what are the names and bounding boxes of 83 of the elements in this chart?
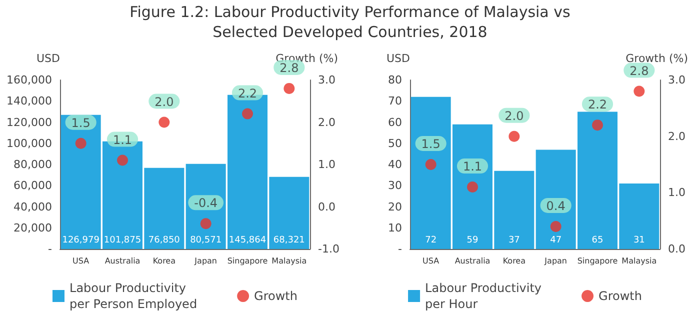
data-label: 1.1 <box>462 160 482 174</box>
y-tick-label: 70 <box>388 94 402 108</box>
data-label: 126,979 <box>62 236 100 246</box>
data-label: 76,850 <box>148 236 180 246</box>
x-tick-label: USA <box>72 256 90 266</box>
y-tick-label: 60 <box>388 116 402 129</box>
y-tick-label: 140,000 <box>6 94 52 108</box>
x-tick-label: Australia <box>454 256 490 266</box>
data-label: 68,321 <box>273 236 305 246</box>
x-tick-label: Singapore <box>227 256 268 266</box>
x-tick-label: Singapore <box>577 256 618 266</box>
data-label: 145,864 <box>228 236 266 246</box>
data-label: 2.2 <box>588 98 608 112</box>
y2-tick-label: 0.0 <box>668 242 686 256</box>
point <box>158 116 170 128</box>
y-tick-label: 80 <box>388 74 402 86</box>
y-tick-label: - <box>398 242 402 256</box>
y-tick-label: 10 <box>388 221 402 234</box>
point <box>634 86 645 97</box>
data-label: 0.4 <box>546 198 566 213</box>
point <box>425 159 436 170</box>
legend-label: Labour Productivity per Hour <box>425 281 542 311</box>
data-label: -0.4 <box>194 196 218 210</box>
y-tick-label: 100,000 <box>6 136 52 150</box>
point <box>117 154 128 166</box>
data-label: 65 <box>592 236 604 246</box>
y-tick-label: 120,000 <box>6 116 52 129</box>
y-axis-title: USD <box>36 52 60 65</box>
data-label: 72 <box>425 236 437 246</box>
point <box>242 108 253 120</box>
data-label: 2.8 <box>630 64 649 78</box>
y2-tick-label: 3.0 <box>668 74 686 86</box>
y2-tick-label: 3.0 <box>318 74 336 86</box>
point <box>592 120 603 131</box>
y-tick-label: 20 <box>388 200 402 214</box>
y-axis-title: USD <box>386 52 410 65</box>
y2-tick-label: 2.0 <box>318 116 336 129</box>
legend-label: Growth <box>598 289 642 303</box>
x-tick-label: Malaysia <box>622 256 657 266</box>
y-tick-label: 50 <box>388 136 402 150</box>
data-label: 37 <box>508 236 520 246</box>
data-label: 80,571 <box>190 236 222 246</box>
point <box>284 82 295 94</box>
data-label: 2.0 <box>504 108 524 123</box>
legend-label: Labour Productivity per Person Employed <box>70 281 198 311</box>
y2-tick-label: 1.0 <box>668 186 686 200</box>
data-label: 47 <box>550 236 562 246</box>
data-label: 1.5 <box>421 137 440 151</box>
y2-tick-label: 1.0 <box>318 158 336 171</box>
x-tick-label: Malaysia <box>272 256 307 266</box>
data-label: 2.0 <box>154 94 174 109</box>
y-tick-label: 80,000 <box>14 158 52 171</box>
data-label: 31 <box>633 236 645 246</box>
x-tick-label: Japan <box>194 256 217 266</box>
x-tick-label: Australia <box>104 256 140 266</box>
data-label: 1.1 <box>112 132 132 147</box>
point <box>200 218 212 230</box>
x-tick-label: Korea <box>502 256 526 266</box>
point <box>467 182 478 193</box>
y-tick-label: 40 <box>388 158 402 171</box>
y2-tick-label: 0.0 <box>318 200 336 214</box>
y2-axis-title: Growth (%) <box>626 52 688 65</box>
data-label: 2.8 <box>280 60 299 75</box>
legend-label: Growth <box>254 289 298 303</box>
data-label: 2.2 <box>238 86 258 100</box>
x-tick-label: Korea <box>152 256 176 266</box>
y-tick-label: 30 <box>388 179 402 192</box>
x-tick-label: Japan <box>544 256 567 266</box>
y-tick-label: 60,000 <box>14 179 52 192</box>
y-tick-label: - <box>48 242 52 256</box>
data-label: 1.5 <box>71 116 90 130</box>
text: Figure 1.2: Labour Productivity Performance of Malaysia vs Selected Developed Countries, 2018 <box>128 2 572 43</box>
data-label: 101,875 <box>104 236 142 246</box>
point <box>550 220 562 232</box>
y-tick-label: 40,000 <box>14 200 52 214</box>
point <box>508 130 520 142</box>
point <box>75 138 86 149</box>
y-tick-label: 20,000 <box>14 221 52 234</box>
x-tick-label: USA <box>422 256 440 266</box>
y2-tick-label: 2.0 <box>668 130 686 143</box>
y2-tick-label: -1.0 <box>318 242 340 256</box>
y-tick-label: 160,000 <box>6 74 52 86</box>
data-label: 59 <box>466 236 478 246</box>
